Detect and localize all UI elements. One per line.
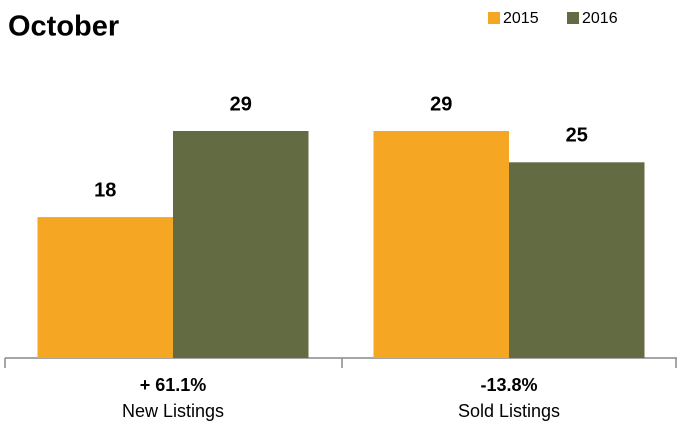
data-label: 18 <box>94 179 116 201</box>
legend-label: 2015 <box>503 10 539 27</box>
bar <box>509 162 645 358</box>
bar <box>37 217 173 358</box>
legend-swatch <box>567 12 579 24</box>
legend-swatch <box>488 12 500 24</box>
annotation: -13.8% <box>480 375 537 395</box>
data-label: 29 <box>430 93 452 115</box>
legend-label: 2016 <box>582 10 618 27</box>
x-tick-label: Sold Listings <box>458 401 560 421</box>
x-tick-label: New Listings <box>122 401 224 421</box>
data-label: 29 <box>230 93 252 115</box>
data-label: 25 <box>566 125 588 147</box>
bar <box>373 131 509 358</box>
chart-title: October <box>8 11 119 43</box>
annotation: + 61.1% <box>140 375 207 395</box>
bar <box>173 131 309 358</box>
